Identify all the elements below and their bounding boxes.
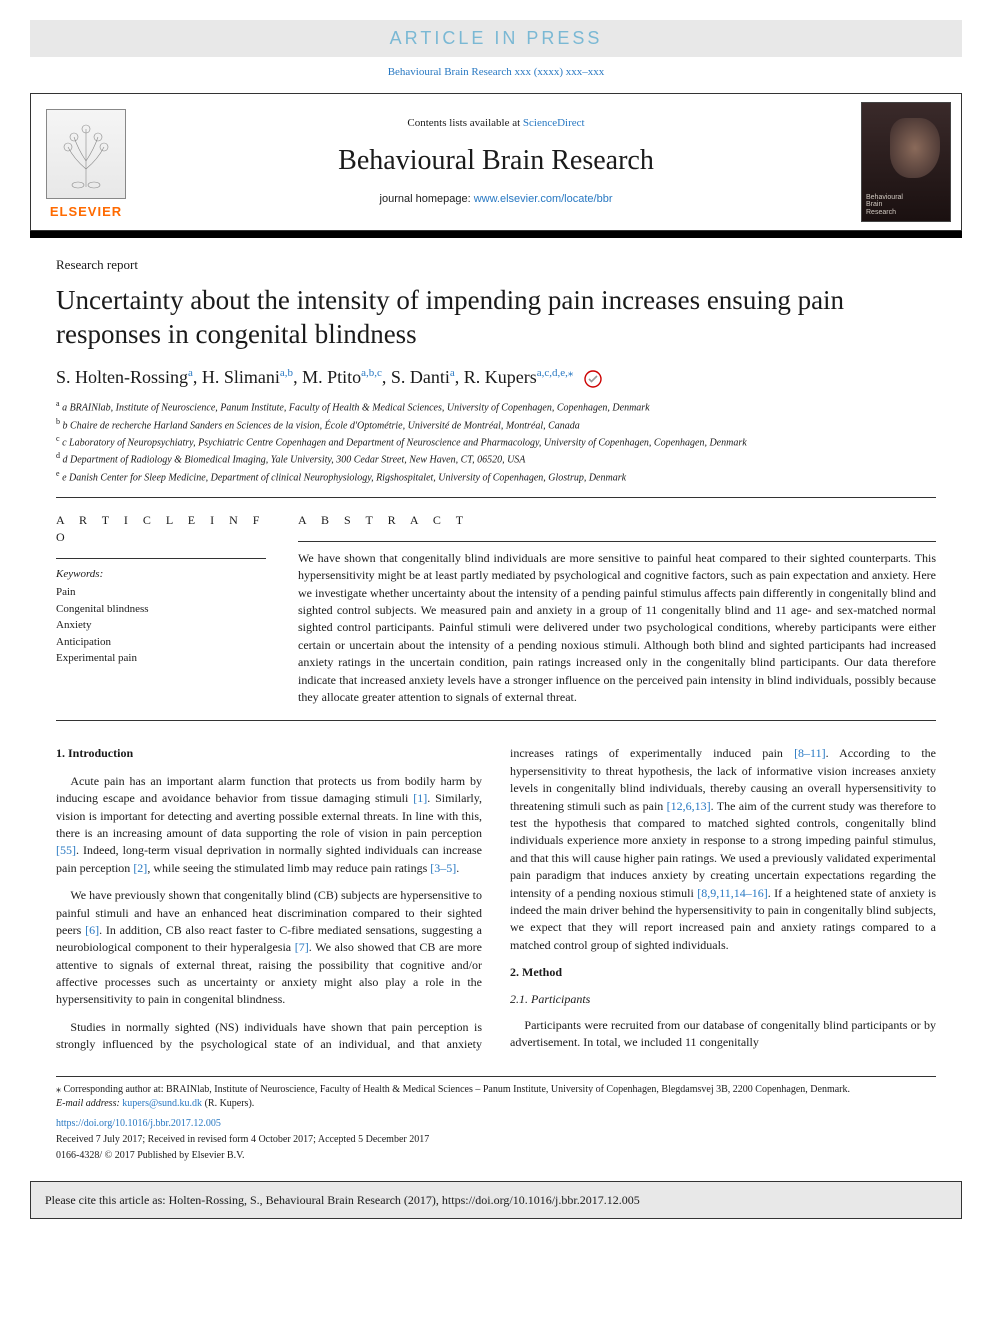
cover-label: BehaviouralBrainResearch	[866, 194, 903, 217]
article-info-column: A R T I C L E I N F O Keywords: Pain Con…	[56, 512, 266, 706]
crossmark-icon[interactable]	[584, 370, 602, 388]
homepage-line: journal homepage: www.elsevier.com/locat…	[149, 192, 843, 207]
masthead-center: Contents lists available at ScienceDirec…	[141, 94, 851, 230]
keyword: Congenital blindness	[56, 601, 266, 618]
keyword: Anxiety	[56, 617, 266, 634]
author-list: S. Holten-Rossinga, H. Slimania,b, M. Pt…	[56, 365, 936, 390]
email-label: E-mail address:	[56, 1098, 122, 1109]
homepage-label: journal homepage:	[380, 193, 474, 205]
footnote-rule	[56, 1076, 936, 1077]
abstract-rule	[298, 541, 936, 542]
body-para: We have previously shown that congenital…	[56, 887, 482, 1009]
sciencedirect-link[interactable]: ScienceDirect	[523, 117, 585, 129]
affiliation-list: a a BRAINlab, Institute of Neuroscience,…	[56, 398, 936, 485]
keywords-label: Keywords:	[56, 567, 266, 582]
journal-cover-block: BehaviouralBrainResearch	[851, 94, 961, 230]
keyword: Pain	[56, 584, 266, 601]
affil-text: d Department of Radiology & Biomedical I…	[63, 455, 526, 466]
cite-this-article-box: Please cite this article as: Holten-Ross…	[30, 1181, 962, 1220]
header-reference: Behavioural Brain Research xxx (xxxx) xx…	[0, 65, 992, 80]
copyright-line: 0166-4328/ © 2017 Published by Elsevier …	[56, 1149, 936, 1163]
abstract-text: We have shown that congenitally blind in…	[298, 550, 936, 707]
affiliation-a: a a BRAINlab, Institute of Neuroscience,…	[56, 398, 936, 415]
citation-link[interactable]: [6]	[85, 923, 99, 937]
info-abstract-row: A R T I C L E I N F O Keywords: Pain Con…	[56, 512, 936, 706]
citation-link[interactable]: [8,9,11,14–16]	[697, 886, 768, 900]
email-link[interactable]: kupers@sund.ku.dk	[122, 1098, 202, 1109]
abstract-column: A B S T R A C T We have shown that conge…	[298, 512, 936, 706]
keywords-list: Pain Congenital blindness Anxiety Antici…	[56, 584, 266, 667]
affil-text: a BRAINlab, Institute of Neuroscience, P…	[62, 403, 650, 414]
citation-link[interactable]: [12,6,13]	[667, 799, 711, 813]
section-heading-intro: 1. Introduction	[56, 745, 482, 762]
article-in-press-banner: ARTICLE IN PRESS	[30, 20, 962, 57]
keyword: Experimental pain	[56, 650, 266, 667]
received-dates: Received 7 July 2017; Received in revise…	[56, 1133, 936, 1147]
subsection-heading-participants: 2.1. Participants	[510, 991, 936, 1008]
masthead-underline	[30, 231, 962, 238]
affil-text: e Danish Center for Sleep Medicine, Depa…	[62, 472, 626, 483]
publisher-name: ELSEVIER	[50, 203, 122, 221]
info-rule	[56, 558, 266, 559]
journal-cover-icon: BehaviouralBrainResearch	[861, 102, 951, 222]
citation-link[interactable]: [7]	[295, 940, 309, 954]
affiliation-d: d d Department of Radiology & Biomedical…	[56, 450, 936, 467]
affil-text: c Laboratory of Neuropsychiatry, Psychia…	[62, 437, 747, 448]
elsevier-tree-icon	[46, 109, 126, 199]
article-title: Uncertainty about the intensity of impen…	[56, 284, 936, 352]
journal-masthead: ELSEVIER Contents lists available at Sci…	[30, 93, 962, 231]
affiliation-e: e e Danish Center for Sleep Medicine, De…	[56, 468, 936, 485]
keyword: Anticipation	[56, 634, 266, 651]
homepage-link[interactable]: www.elsevier.com/locate/bbr	[474, 193, 613, 205]
section-heading-method: 2. Method	[510, 964, 936, 981]
article-type: Research report	[56, 256, 936, 274]
banner-text: ARTICLE IN PRESS	[390, 28, 603, 48]
email-line: E-mail address: kupers@sund.ku.dk (R. Ku…	[56, 1097, 936, 1111]
footnote-block: ⁎ Corresponding author at: BRAINlab, Ins…	[56, 1083, 936, 1111]
body-columns: 1. Introduction Acute pain has an import…	[56, 745, 936, 1057]
citation-link[interactable]: [8–11]	[794, 746, 826, 760]
journal-name: Behavioural Brain Research	[149, 141, 843, 180]
article-info-label: A R T I C L E I N F O	[56, 512, 266, 546]
contents-available-line: Contents lists available at ScienceDirec…	[149, 116, 843, 131]
citation-link[interactable]: [3–5]	[430, 861, 456, 875]
rule-top	[56, 497, 936, 498]
citation-link[interactable]: [2]	[133, 861, 147, 875]
email-suffix: (R. Kupers).	[202, 1098, 254, 1109]
body-para: Acute pain has an important alarm functi…	[56, 773, 482, 877]
publisher-logo-block: ELSEVIER	[31, 94, 141, 230]
rule-bottom	[56, 720, 936, 721]
corresponding-author: ⁎ Corresponding author at: BRAINlab, Ins…	[56, 1083, 936, 1097]
affiliation-c: c c Laboratory of Neuropsychiatry, Psych…	[56, 433, 936, 450]
affil-text: b Chaire de recherche Harland Sanders en…	[63, 420, 580, 431]
affiliation-b: b b Chaire de recherche Harland Sanders …	[56, 416, 936, 433]
doi-text: https://doi.org/10.1016/j.bbr.2017.12.00…	[56, 1118, 221, 1129]
citation-link[interactable]: [1]	[413, 791, 427, 805]
abstract-label: A B S T R A C T	[298, 512, 936, 529]
contents-prefix: Contents lists available at	[407, 117, 522, 129]
body-para: Participants were recruited from our dat…	[510, 1017, 936, 1052]
doi-link[interactable]: https://doi.org/10.1016/j.bbr.2017.12.00…	[56, 1117, 936, 1131]
citation-link[interactable]: [55]	[56, 843, 76, 857]
cite-text: Please cite this article as: Holten-Ross…	[45, 1193, 640, 1207]
